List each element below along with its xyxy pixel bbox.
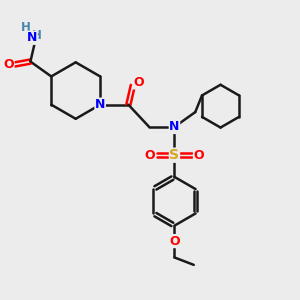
Text: N: N xyxy=(169,121,180,134)
Text: O: O xyxy=(145,149,155,162)
Text: O: O xyxy=(3,58,14,71)
Text: N: N xyxy=(27,31,37,44)
Text: O: O xyxy=(169,235,180,248)
Text: S: S xyxy=(169,148,179,162)
Text: O: O xyxy=(133,76,143,89)
Text: O: O xyxy=(194,149,204,162)
Text: H: H xyxy=(21,21,31,34)
Text: N: N xyxy=(95,98,105,111)
Text: H: H xyxy=(32,29,41,42)
